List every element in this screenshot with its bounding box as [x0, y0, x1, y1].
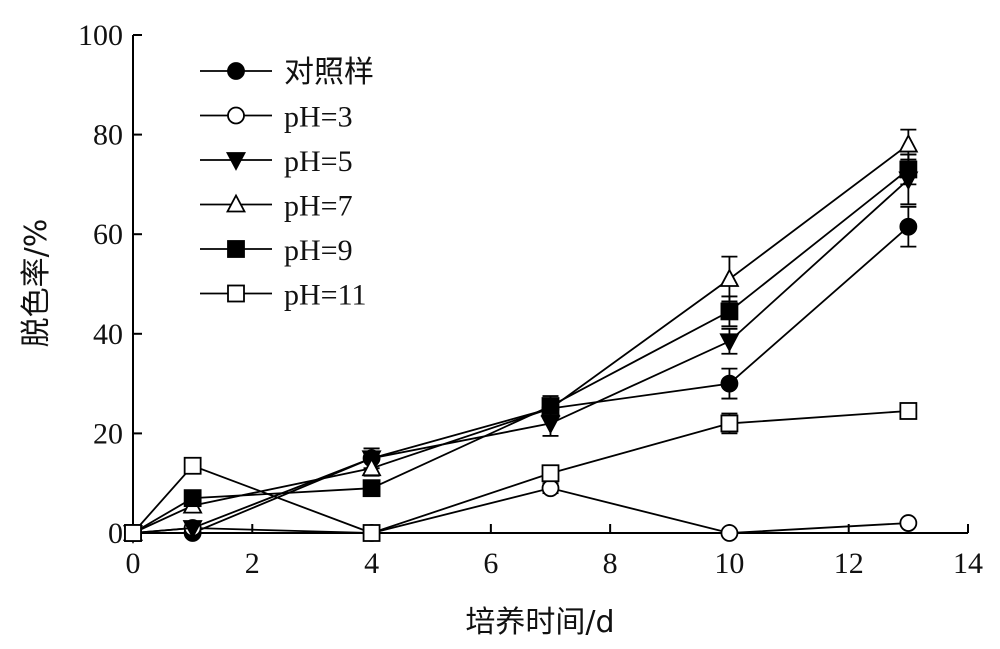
x-tick-label: 6	[483, 547, 498, 580]
data-point	[899, 402, 918, 420]
data-point	[362, 524, 381, 542]
data-point	[720, 414, 739, 433]
legend-marker	[226, 152, 246, 171]
legend-marker	[227, 240, 245, 258]
legend-label: pH=3	[284, 101, 353, 134]
data-point	[183, 489, 202, 508]
legend-label: pH=9	[284, 234, 353, 267]
series-line	[132, 168, 909, 534]
legend-label: pH=7	[284, 190, 353, 223]
data-point	[183, 456, 202, 475]
series-5	[124, 402, 918, 542]
data-point	[719, 333, 740, 353]
series-4	[124, 153, 918, 542]
legend-item: pH=9	[200, 234, 353, 267]
x-tick-label: 12	[834, 547, 864, 580]
data-point	[899, 514, 918, 532]
legend: 对照样 pH=3 pH=5 pH=7 pH=9 pH=11	[200, 56, 374, 312]
legend-label: 对照样	[284, 56, 374, 89]
data-point	[182, 520, 203, 539]
y-tick-label: 100	[78, 19, 123, 52]
series-line	[132, 178, 909, 534]
y-tick-label: 20	[93, 417, 123, 450]
x-axis-title: 培养时间/d	[465, 605, 614, 640]
series-3	[123, 128, 919, 541]
data-point	[899, 160, 918, 179]
x-tick-label: 14	[953, 547, 983, 580]
legend-marker	[227, 62, 245, 80]
x-tick-label: 4	[364, 547, 379, 580]
legend-marker	[227, 284, 245, 303]
y-tick-label: 60	[93, 218, 123, 251]
series-1	[124, 479, 918, 542]
data-point	[541, 479, 560, 498]
data-point	[720, 524, 739, 542]
data-point	[898, 133, 919, 153]
data-point	[719, 268, 740, 287]
legend-item: pH=3	[200, 101, 353, 134]
axes: 0 2 4 6 8 10 12 14 0 20 40 60 80 100	[78, 19, 983, 580]
data-point	[720, 302, 739, 321]
data-point	[720, 374, 739, 393]
x-tick-label: 10	[714, 547, 744, 580]
legend-marker	[226, 193, 246, 213]
data-point	[541, 397, 560, 415]
y-axis-title: 脱色率/%	[19, 219, 54, 348]
data-point	[541, 464, 560, 483]
legend-item: pH=11	[200, 279, 366, 312]
series-line	[133, 226, 909, 534]
data-point	[899, 217, 918, 236]
x-tick-label: 0	[126, 547, 141, 580]
x-tick-label: 2	[245, 547, 260, 580]
data-point	[124, 524, 142, 542]
y-tick-label: 40	[93, 318, 123, 351]
data-point	[362, 479, 381, 498]
legend-item: 对照样	[200, 56, 374, 89]
x-tick-label: 8	[603, 547, 618, 580]
legend-item: pH=7	[200, 190, 353, 223]
series-layer	[123, 128, 919, 544]
legend-label: pH=5	[284, 145, 353, 178]
series-line	[132, 143, 909, 534]
y-tick-label: 0	[108, 517, 123, 550]
series-line	[132, 410, 909, 534]
legend-marker	[227, 106, 245, 125]
y-tick-label: 80	[93, 119, 123, 152]
legend-label: pH=11	[284, 279, 366, 312]
legend-item: pH=5	[200, 145, 353, 178]
data-point	[361, 457, 382, 477]
